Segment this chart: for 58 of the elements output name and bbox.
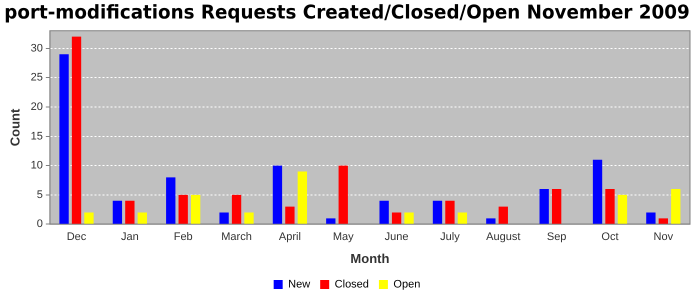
- bar: [326, 218, 336, 224]
- bar: [59, 54, 69, 224]
- bar: [178, 194, 188, 224]
- x-tick-label: Jan: [120, 230, 139, 243]
- x-tick-label: June: [384, 230, 409, 243]
- bar: [392, 212, 402, 224]
- bar: [272, 166, 282, 224]
- bar: [244, 212, 254, 224]
- y-tick-label: 25: [30, 72, 43, 84]
- x-tick-label: August: [486, 230, 520, 243]
- y-axis-title: Count: [7, 108, 22, 146]
- bar: [379, 200, 389, 224]
- bar: [458, 212, 468, 224]
- bar: [618, 194, 628, 224]
- bar: [445, 200, 455, 224]
- bar: [72, 36, 82, 224]
- y-tick-label: 5: [36, 188, 43, 201]
- bar: [166, 177, 176, 224]
- legend-label: New: [288, 278, 310, 291]
- y-tick-label: 10: [30, 160, 43, 172]
- bar: [404, 212, 414, 224]
- y-tick-label: 15: [30, 130, 43, 142]
- y-tick-label: 20: [30, 101, 43, 114]
- bar: [552, 189, 562, 224]
- chart-title: port-modifications Requests Created/Closed/Open November 2009: [4, 2, 690, 24]
- bar: [138, 212, 147, 224]
- legend-label: Open: [393, 278, 420, 291]
- bar: [285, 206, 295, 224]
- bar: [112, 200, 122, 224]
- bar: [540, 189, 549, 224]
- x-tick-label: April: [278, 230, 301, 243]
- bar: [338, 166, 348, 224]
- bar: [190, 194, 200, 224]
- bar: [592, 160, 602, 224]
- y-tick-label: 0: [36, 218, 43, 230]
- bar: [84, 212, 94, 224]
- x-tick-label: Oct: [601, 230, 619, 243]
- bar: [671, 189, 680, 224]
- bar: [605, 189, 615, 224]
- bar: [219, 212, 229, 224]
- x-tick-label: July: [440, 230, 460, 243]
- legend-label: Closed: [334, 278, 369, 291]
- bar: [486, 218, 496, 224]
- x-tick-label: Dec: [66, 230, 87, 243]
- x-axis-title: Month: [350, 250, 390, 266]
- x-tick-label: Feb: [174, 230, 193, 243]
- bar: [646, 212, 656, 224]
- bar: [658, 218, 668, 224]
- x-tick-label: Sep: [546, 230, 566, 243]
- bar: [498, 206, 508, 224]
- x-tick-label: May: [332, 230, 354, 243]
- bar: [232, 194, 242, 224]
- x-tick-label: March: [221, 230, 252, 243]
- bar: [125, 200, 135, 224]
- x-tick-label: Nov: [654, 230, 674, 243]
- bar: [432, 200, 442, 224]
- bar: [298, 171, 308, 224]
- y-tick-label: 30: [30, 42, 43, 54]
